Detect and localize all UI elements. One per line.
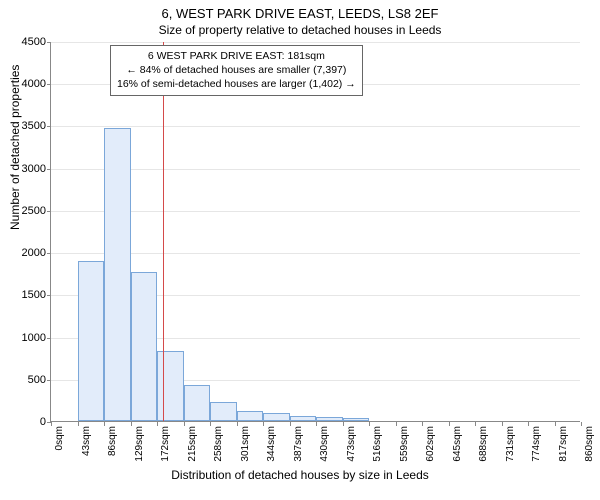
histogram-bar	[237, 411, 264, 421]
ytick-label: 3000	[6, 163, 46, 175]
xtick-mark	[78, 422, 79, 426]
xtick-mark	[555, 422, 556, 426]
xtick-mark	[131, 422, 132, 426]
xtick-mark	[422, 422, 423, 426]
xtick-mark	[263, 422, 264, 426]
ytick-mark	[47, 126, 51, 127]
xtick-mark	[184, 422, 185, 426]
chart-container: 0sqm43sqm86sqm129sqm172sqm215sqm258sqm30…	[50, 42, 580, 422]
annotation-line-2: ← 84% of detached houses are smaller (7,…	[117, 63, 356, 77]
xtick-mark	[237, 422, 238, 426]
annotation-box: 6 WEST PARK DRIVE EAST: 181sqm ← 84% of …	[110, 45, 363, 96]
annotation-line-1: 6 WEST PARK DRIVE EAST: 181sqm	[117, 49, 356, 63]
ytick-label: 3500	[6, 120, 46, 132]
ytick-mark	[47, 338, 51, 339]
xtick-mark	[581, 422, 582, 426]
title-block: 6, WEST PARK DRIVE EAST, LEEDS, LS8 2EF …	[0, 0, 600, 37]
ytick-label: 2000	[6, 247, 46, 259]
xtick-mark	[528, 422, 529, 426]
histogram-bar	[343, 418, 370, 421]
xtick-mark	[316, 422, 317, 426]
xtick-mark	[449, 422, 450, 426]
histogram-bar	[263, 413, 290, 421]
ytick-mark	[47, 253, 51, 254]
x-axis-label: Distribution of detached houses by size …	[0, 468, 600, 482]
histogram-bar	[104, 128, 131, 421]
xtick-mark	[157, 422, 158, 426]
gridline	[51, 42, 580, 43]
ytick-label: 4500	[6, 36, 46, 48]
histogram-bar	[184, 385, 211, 421]
plot-area: 0sqm43sqm86sqm129sqm172sqm215sqm258sqm30…	[50, 42, 580, 422]
xtick-mark	[290, 422, 291, 426]
ytick-mark	[47, 42, 51, 43]
ytick-mark	[47, 380, 51, 381]
histogram-bar	[131, 272, 158, 421]
annotation-line-3: 16% of semi-detached houses are larger (…	[117, 77, 356, 91]
xtick-mark	[343, 422, 344, 426]
ytick-label: 500	[6, 374, 46, 386]
ytick-label: 0	[6, 416, 46, 428]
ytick-label: 1000	[6, 332, 46, 344]
histogram-bar	[290, 416, 317, 421]
xtick-mark	[104, 422, 105, 426]
ytick-mark	[47, 211, 51, 212]
ytick-label: 2500	[6, 205, 46, 217]
histogram-bar	[210, 402, 237, 421]
histogram-bar	[316, 417, 343, 421]
chart-subtitle: Size of property relative to detached ho…	[0, 23, 600, 37]
xtick-mark	[51, 422, 52, 426]
xtick-mark	[210, 422, 211, 426]
histogram-bar	[157, 351, 184, 421]
histogram-bar	[78, 261, 105, 421]
chart-title: 6, WEST PARK DRIVE EAST, LEEDS, LS8 2EF	[0, 6, 600, 21]
xtick-mark	[369, 422, 370, 426]
ytick-label: 4000	[6, 78, 46, 90]
xtick-mark	[475, 422, 476, 426]
xtick-mark	[502, 422, 503, 426]
xtick-mark	[396, 422, 397, 426]
ytick-mark	[47, 169, 51, 170]
ytick-mark	[47, 295, 51, 296]
ytick-mark	[47, 84, 51, 85]
ytick-label: 1500	[6, 289, 46, 301]
reference-line	[163, 42, 164, 421]
